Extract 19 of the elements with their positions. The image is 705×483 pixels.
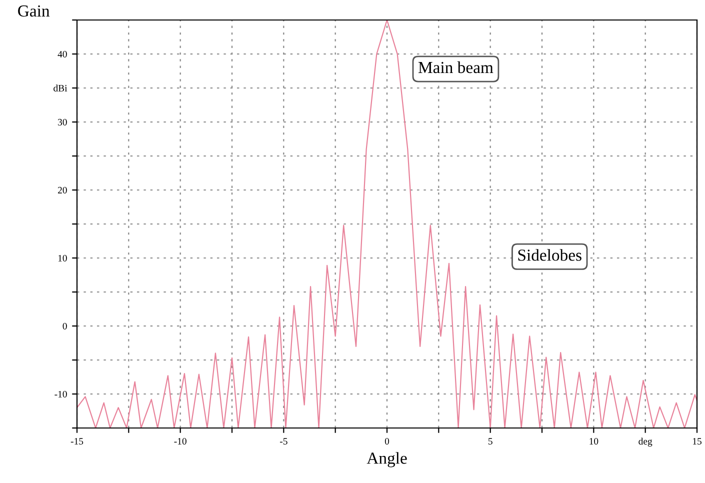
y-tick-label: 40 [58, 50, 67, 58]
x-tick-label: 5 [488, 438, 492, 445]
x-tick-label: -15 [70, 438, 84, 445]
y-tick-label: dBi [54, 84, 68, 92]
x-tick-label: 15 [692, 438, 702, 445]
y-tick-label: 20 [58, 186, 67, 194]
x-tick-label: 10 [590, 438, 598, 445]
y-tick-label: -10 [54, 390, 67, 398]
x-tick-label: -5 [280, 438, 288, 445]
y-axis-title: Gain [18, 5, 50, 17]
annotation: Sidelobes [518, 249, 582, 261]
y-tick-label: 30 [58, 118, 67, 126]
x-axis-title: Angle [366, 452, 407, 468]
annotation: Main beam [418, 61, 494, 74]
x-tick-label: deg [638, 438, 652, 447]
y-tick-label: 0 [62, 322, 67, 330]
y-tick-label: 10 [58, 254, 67, 262]
x-tick-label: 0 [384, 438, 390, 445]
x-tick-label: -10 [174, 438, 186, 445]
